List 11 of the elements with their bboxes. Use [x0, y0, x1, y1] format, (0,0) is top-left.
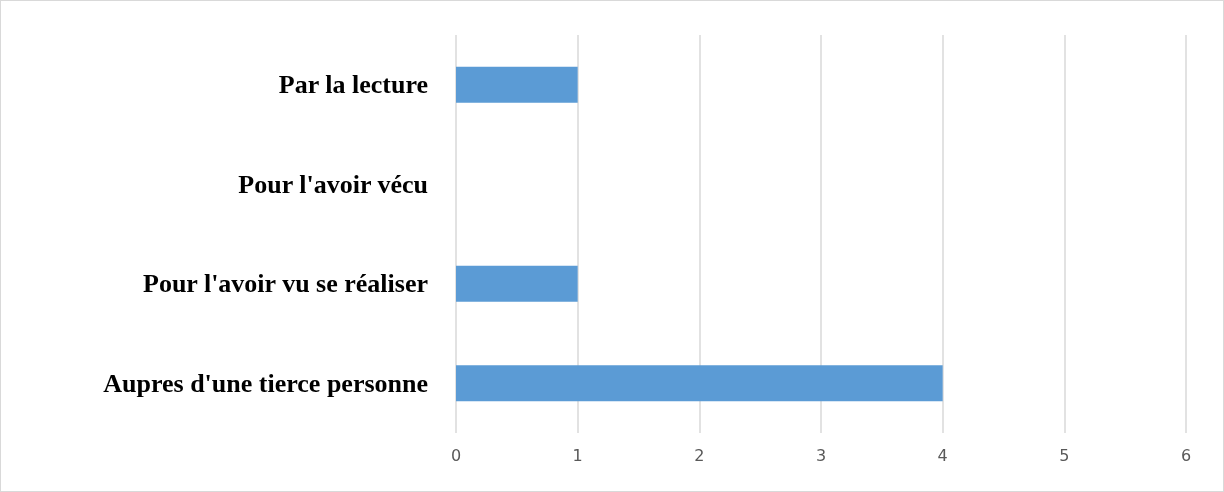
y-tick-label: Pour l'avoir vécu [238, 169, 428, 199]
y-tick-label: Par la lecture [278, 70, 428, 100]
x-tick-label: 3 [815, 445, 827, 465]
y-tick-label: Aupres d'une tierce personne [103, 368, 428, 398]
x-tick-label: 5 [1059, 445, 1070, 465]
x-tick-label: 4 [937, 445, 948, 465]
x-tick-label: 1 [572, 445, 583, 465]
x-tick-label: 0 [450, 445, 462, 465]
y-tick-label: Pour l'avoir vu se réaliser [143, 269, 428, 299]
x-tick-label: 2 [694, 445, 705, 465]
x-tick-label: 6 [1180, 445, 1192, 465]
